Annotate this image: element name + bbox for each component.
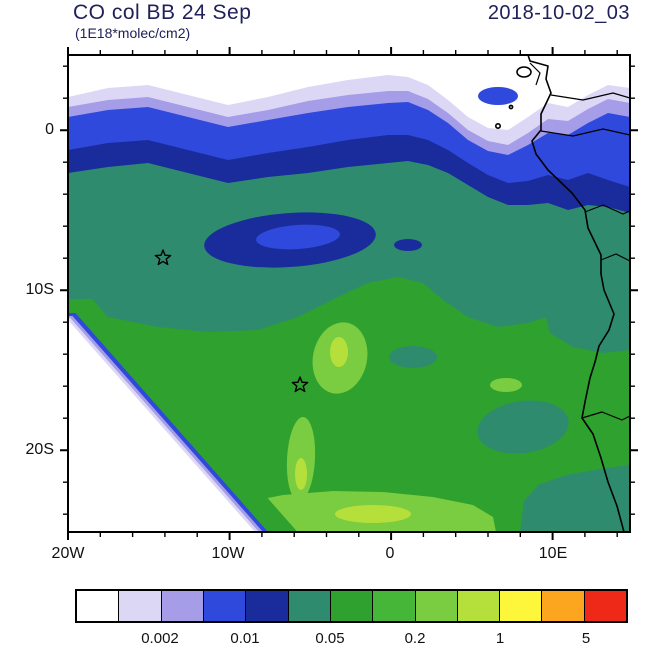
colorbar-cell-13 (584, 591, 627, 621)
axis-ticks (60, 47, 638, 540)
colorbar-cell-11 (500, 591, 543, 621)
colorbar-cell-9 (415, 591, 458, 621)
colorbar-labels: 0.002 0.01 0.05 0.2 1 5 (75, 630, 628, 650)
yellowgreen-spot-2 (295, 458, 307, 490)
contour-band-white (68, 55, 630, 130)
coastline (494, 55, 625, 532)
contour-field (68, 55, 630, 532)
y-tick-label-20s: 20S (25, 441, 54, 458)
country-borders (529, 62, 630, 421)
colorbar-cell-2 (119, 591, 162, 621)
x-tick-label-20w: 20W (51, 545, 85, 562)
colorbar-cell-7 (330, 591, 374, 621)
teal-pocket-small (389, 346, 437, 368)
bioko-island (516, 66, 532, 78)
wedge-white (68, 320, 255, 532)
colorbar-cell-6 (288, 591, 331, 621)
teal-pocket-coastal (477, 400, 569, 454)
y-tick-label-0: 0 (45, 121, 54, 138)
colorbar-label-0002: 0.002 (141, 630, 179, 647)
map-canvas (60, 47, 638, 540)
principe-island (508, 104, 514, 110)
sao-tome-island (494, 123, 501, 130)
teal-pocket-southeast (520, 465, 630, 532)
y-tick-label-10s: 10S (25, 281, 54, 298)
colorbar-cell-8 (373, 591, 416, 621)
x-tick-label-10e: 10E (538, 545, 568, 562)
plot-frame (67, 54, 631, 533)
figure-datetime: 2018-10-02_03 (487, 2, 630, 24)
star-marker-1 (154, 249, 172, 266)
figure-title: CO col BB 24 Sep (73, 1, 252, 24)
colorbar-label-02: 0.2 (404, 630, 426, 647)
figure-units-subtitle: (1E18*molec/cm2) (75, 25, 191, 41)
colorbar-cell-4 (203, 591, 247, 621)
x-tick-label-0: 0 (385, 545, 395, 562)
contour-low-ellipse-inner (256, 224, 340, 250)
yellowgreen-spot-1 (330, 337, 348, 367)
colorbar-label-001: 0.01 (230, 630, 260, 647)
colorbar-cell-3 (161, 591, 204, 621)
colorbar-label-005: 0.05 (315, 630, 345, 647)
contour-low-tail (394, 239, 422, 251)
colorbar-cell-10 (457, 591, 501, 621)
x-tick-label-10w: 10W (211, 545, 245, 562)
colorbar-label-5: 5 (581, 630, 591, 647)
colorbar-cell-12 (542, 591, 585, 621)
colorbar-label-1: 1 (495, 630, 505, 647)
colorbar-cell-5 (246, 591, 289, 621)
colorbar (75, 589, 628, 623)
contour-blue-spot (478, 87, 518, 105)
yellowgreen-spot-3 (335, 505, 411, 523)
colorbar-cell-1 (77, 591, 120, 621)
lightgreen-patch-3 (490, 378, 522, 392)
teal-pocket-northeast (543, 291, 630, 353)
star-marker-2 (291, 376, 309, 393)
